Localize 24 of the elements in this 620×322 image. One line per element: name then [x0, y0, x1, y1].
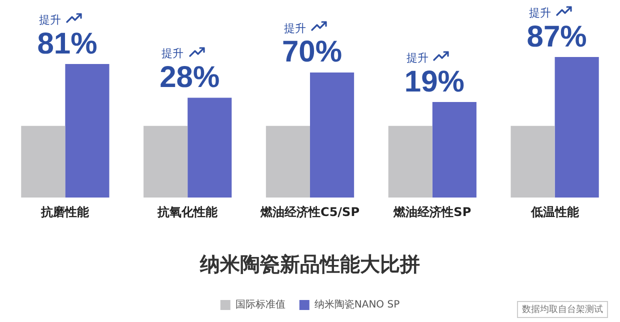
x-tick-label: 燃油经济性SP	[392, 204, 472, 219]
bar	[21, 126, 66, 198]
annotation: 提升 87%	[526, 6, 587, 54]
bar	[266, 126, 310, 198]
bar	[310, 72, 354, 198]
x-tick-label: 燃油经济性C5/SP	[260, 204, 360, 219]
annotation: 提升 81%	[37, 13, 98, 60]
bar	[432, 102, 476, 198]
annotation: 提升 70%	[282, 22, 342, 69]
x-tick-label: 抗氧化性能	[156, 204, 219, 219]
x-tick-label: 抗磨性能	[40, 204, 90, 219]
x-tick-label: 低温性能	[530, 204, 580, 219]
bar	[554, 57, 599, 198]
bar	[144, 126, 188, 198]
annotation: 提升 28%	[160, 47, 220, 94]
text: 纳米陶瓷新品性能大比拼	[199, 252, 420, 276]
text: 数据均取自台架测试	[517, 301, 608, 318]
annotation: 提升 19%	[404, 51, 464, 98]
bar	[188, 98, 232, 198]
legend-label: 国际标准值	[235, 298, 286, 311]
bar	[65, 64, 110, 198]
bar	[388, 126, 432, 198]
bar	[510, 126, 555, 198]
legend-label: 纳米陶瓷NANO SP	[314, 298, 400, 311]
